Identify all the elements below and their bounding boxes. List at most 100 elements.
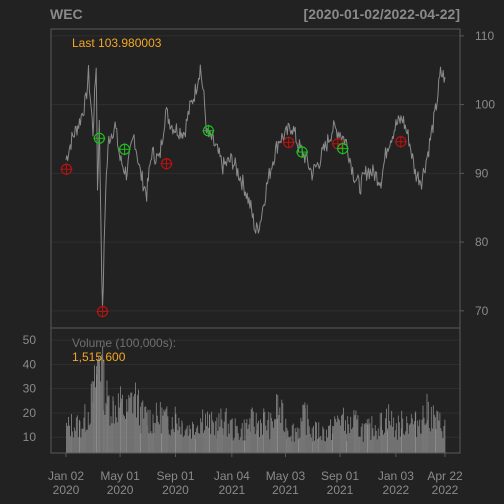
volume-bar	[141, 402, 143, 453]
volume-bar	[417, 420, 419, 453]
volume-bar	[413, 421, 415, 453]
volume-bar	[393, 417, 395, 453]
volume-bar	[373, 435, 375, 453]
volume-bar	[308, 426, 310, 453]
volume-bar	[78, 419, 80, 453]
volume-bar	[332, 425, 334, 453]
volume-bar	[139, 425, 140, 453]
volume-bar	[179, 426, 181, 453]
volume-bar	[405, 431, 407, 453]
volume-bar	[290, 435, 292, 453]
volume-bar	[295, 432, 297, 453]
volume-bar	[364, 423, 366, 453]
volume-bar	[298, 428, 300, 453]
volume-bar	[294, 428, 296, 453]
volume-bar	[99, 366, 101, 453]
volume-bar	[260, 419, 261, 453]
volume-bar	[106, 380, 108, 453]
volume-bar	[273, 427, 274, 453]
volume-bar	[211, 411, 213, 453]
volume-bar	[152, 414, 154, 453]
x-tick-year-label: 2021	[218, 483, 245, 497]
volume-bar	[73, 427, 75, 453]
volume-bar	[345, 420, 346, 453]
volume-bar	[285, 418, 287, 453]
volume-bar	[209, 414, 211, 453]
volume-bar	[137, 395, 138, 453]
volume-bar	[283, 430, 285, 453]
volume-bar	[378, 436, 380, 453]
volume-bar	[151, 433, 153, 453]
volume-bar	[394, 437, 396, 453]
volume-bar	[353, 410, 355, 453]
volume-bar	[165, 408, 167, 453]
volume-bar	[291, 425, 293, 453]
volume-bar	[390, 425, 392, 453]
volume-bar	[406, 416, 408, 453]
volume-bar	[249, 418, 251, 453]
x-tick-label: Sep 01	[321, 469, 359, 483]
volume-bar	[287, 430, 289, 453]
volume-bar	[66, 422, 67, 453]
volume-bar	[107, 396, 109, 453]
volume-bar	[305, 434, 307, 453]
x-tick-label: May 01	[100, 469, 140, 483]
volume-bar	[410, 414, 412, 453]
volume-bar	[375, 430, 377, 453]
volume-bar	[240, 428, 242, 453]
volume-bar	[112, 400, 114, 453]
volume-bar	[399, 436, 401, 453]
volume-bar	[397, 415, 399, 453]
volume-bar	[347, 416, 349, 453]
volume-bar	[129, 397, 131, 453]
last-price-label: Last 103.980003	[72, 36, 162, 50]
volume-bar	[342, 414, 343, 453]
volume-bar	[409, 423, 411, 453]
volume-bar	[235, 426, 237, 453]
volume-bar	[131, 392, 133, 453]
volume-bar	[205, 413, 206, 453]
volume-bar	[168, 434, 170, 453]
volume-bar	[281, 399, 283, 453]
volume-bar	[322, 426, 324, 453]
volume-bar	[173, 431, 175, 453]
sell-marker	[60, 163, 73, 176]
volume-bars	[66, 345, 446, 453]
volume-bar	[70, 436, 71, 453]
volume-bar	[443, 426, 445, 453]
volume-bar	[223, 421, 225, 453]
volume-bar	[279, 407, 281, 453]
x-tick-year-label: 2022	[432, 483, 459, 497]
volume-bar	[80, 437, 82, 453]
volume-bar	[282, 403, 284, 453]
volume-bar	[338, 418, 340, 453]
volume-bar	[124, 416, 125, 453]
volume-bar	[301, 421, 303, 453]
volume-bar	[285, 439, 287, 453]
volume-bar	[286, 427, 288, 453]
volume-bar	[389, 421, 391, 453]
price-tick-label: 90	[475, 166, 489, 180]
volume-bar	[150, 431, 152, 453]
volume-y-axis: 10 20 30 40 50	[23, 333, 37, 444]
volume-bar	[118, 407, 120, 453]
volume-bar	[134, 394, 135, 453]
volume-bar	[350, 416, 352, 453]
volume-bar	[299, 437, 301, 453]
volume-bar	[412, 424, 414, 453]
volume-bar	[346, 440, 348, 453]
volume-bar	[167, 429, 169, 453]
volume-bar	[204, 430, 205, 453]
volume-bar	[166, 406, 168, 453]
volume-bar	[126, 399, 128, 453]
volume-bar	[84, 404, 86, 453]
volume-bar	[245, 422, 247, 453]
volume-bar	[335, 419, 337, 453]
volume-bar	[96, 366, 97, 453]
volume-bar	[232, 440, 234, 453]
volume-bar	[200, 418, 202, 453]
volume-bar	[207, 411, 208, 453]
volume-bar	[303, 405, 305, 453]
volume-panel: 10 20 30 40 50 Volume (100,000s): 1,515,600	[23, 327, 461, 454]
volume-bar	[109, 425, 111, 453]
